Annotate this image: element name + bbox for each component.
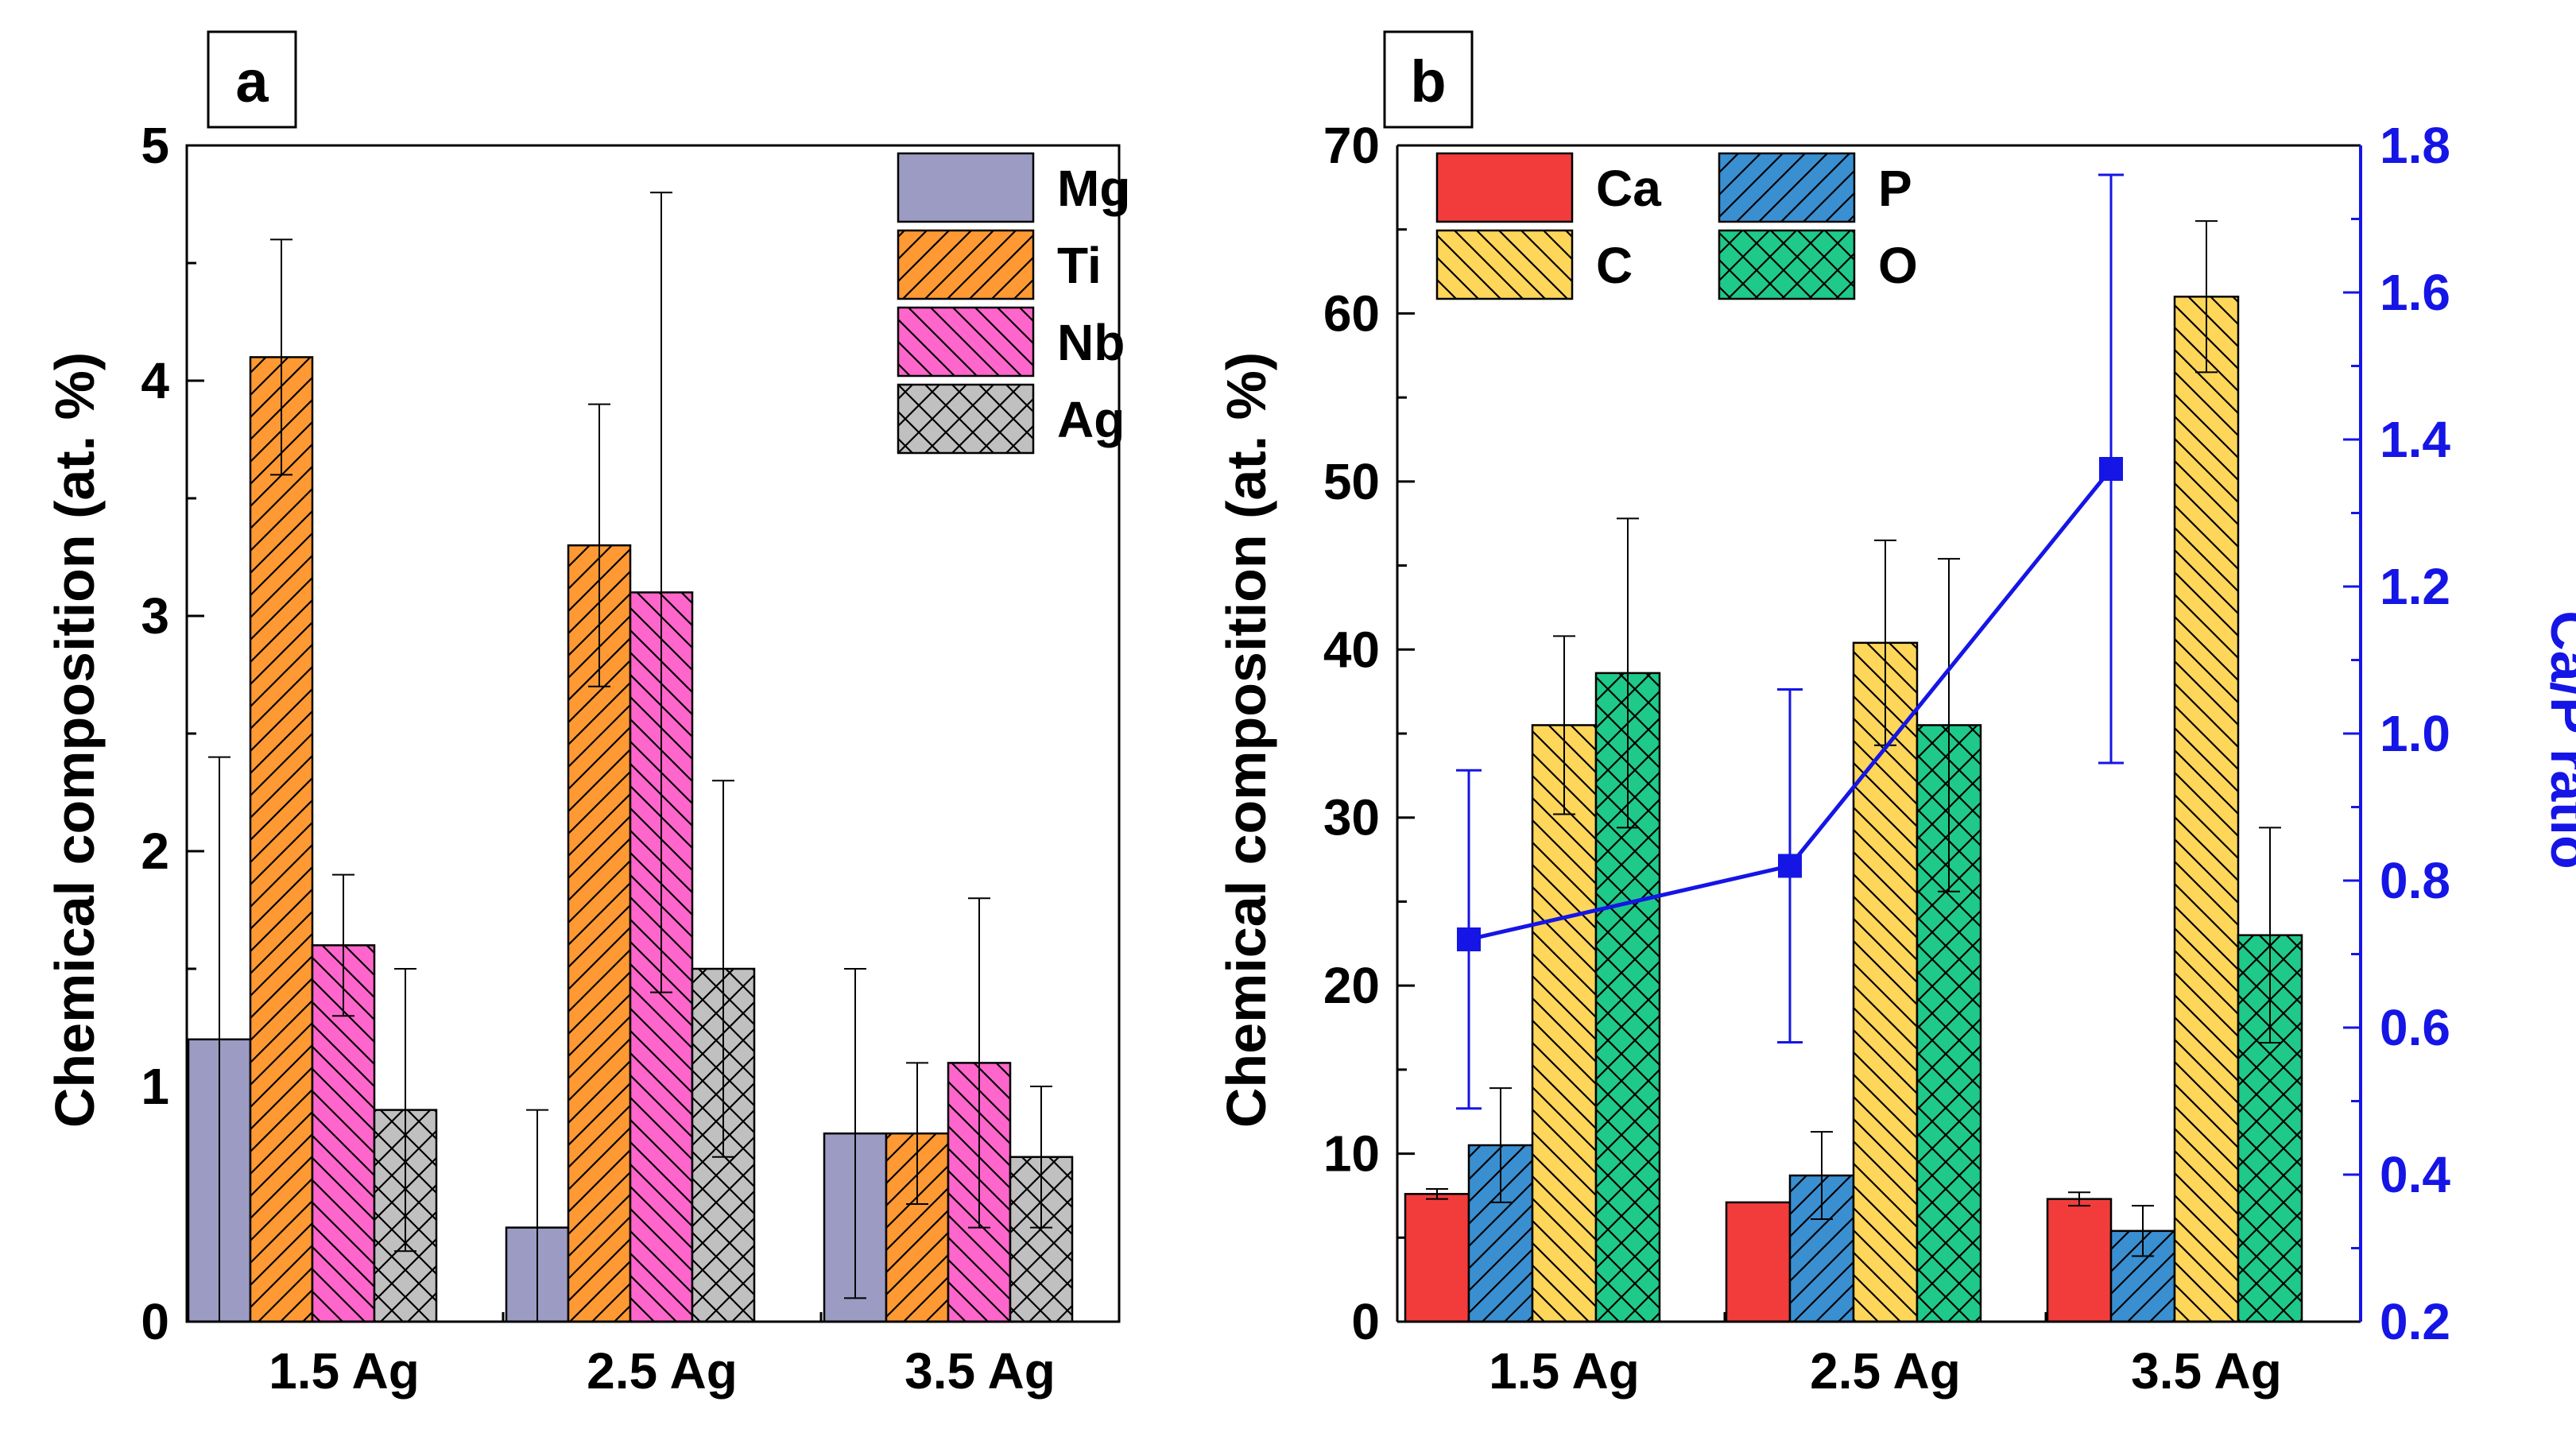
legend-swatch-ag-hatch: [898, 385, 1033, 453]
legend-label-p: P: [1878, 160, 1912, 217]
y2-tick-label-0-6: 0.6: [2380, 999, 2450, 1056]
legend-swatch-p-hatch: [1719, 153, 1854, 222]
y-tick-label-70: 70: [1323, 117, 1380, 174]
y2-tick-label-1-6: 1.6: [2380, 264, 2450, 321]
bar-c-3-5-ag-hatch: [2175, 296, 2238, 1322]
y-tick-label-40: 40: [1323, 621, 1380, 678]
panel-a-bars: [187, 192, 1074, 1323]
panel-a-tag-box: [207, 30, 297, 129]
bar-c-2-5-ag-hatch: [1854, 642, 1917, 1322]
legend-label-nb: Nb: [1057, 314, 1125, 371]
panel-b-x-ticks: 1.5 Ag 2.5 Ag 3.5 Ag: [1489, 1304, 2282, 1400]
legend-swatch-ca: [1435, 152, 1574, 223]
y-tick-label-2: 2: [141, 823, 169, 880]
y2-tick-label-0-2: 0.2: [2380, 1293, 2450, 1350]
ca-p-point-3-5-ag: [2099, 457, 2123, 481]
y2-tick-label-1-0: 1.0: [2380, 705, 2450, 762]
x-tick-label-3-5-ag: 3.5 Ag: [905, 1342, 1056, 1400]
panel-b-tag-box: [1383, 30, 1474, 129]
panel-b-tag: b: [1410, 48, 1446, 114]
legend-label-ag: Ag: [1057, 391, 1125, 448]
y-tick-label-50: 50: [1323, 453, 1380, 510]
panel-a-tag: a: [235, 48, 269, 114]
y2-tick-label-1-8: 1.8: [2380, 117, 2450, 174]
y2-tick-label-1-4: 1.4: [2380, 411, 2450, 468]
y-tick-label-10: 10: [1323, 1125, 1380, 1183]
ca-p-point-2-5-ag: [1778, 854, 1802, 878]
y-tick-label-5: 5: [141, 117, 169, 174]
panel-a-x-ticks: 1.5 Ag 2.5 Ag 3.5 Ag: [269, 1304, 1056, 1400]
panel-b-legend: Ca P C O: [1435, 152, 1918, 300]
bar-c-1-5-ag-hatch: [1532, 725, 1596, 1322]
bar-ti-1-5-ag-hatch: [250, 357, 312, 1322]
legend-label-ti: Ti: [1057, 237, 1102, 294]
bar-ca-3-5-ag: [2046, 1198, 2113, 1323]
y-tick-label-4: 4: [141, 352, 169, 409]
panel-b-y2-axis-title: Ca/P ratio: [2539, 610, 2576, 869]
y-tick-label-1: 1: [141, 1058, 169, 1115]
legend-swatch-nb-hatch: [898, 308, 1033, 376]
x-tick-label-1-5-ag: 1.5 Ag: [1489, 1342, 1640, 1400]
y-tick-label-3: 3: [141, 587, 169, 645]
panel-b-y-ticks: 0 10 20 30 40 50 60 70: [1323, 117, 1415, 1350]
panel-a: a Chemical composition (at. %) 0 1 2 3 4 5 1.…: [44, 30, 1130, 1400]
panel-b: b Chemical composition (at. %) Ca/P rati…: [1215, 30, 2576, 1400]
panel-b-y2-ticks: 0.2 0.4 0.6 0.8 1.0 1.2 1.4 1.6 1.8: [2343, 117, 2450, 1350]
legend-swatch-ti-hatch: [898, 230, 1033, 299]
panel-b-y-axis-title: Chemical composition (at. %): [1215, 352, 1277, 1128]
legend-label-mg: Mg: [1057, 160, 1130, 217]
legend-label-ca: Ca: [1596, 160, 1661, 217]
y-tick-label-0: 0: [141, 1293, 169, 1350]
y-tick-label-20: 20: [1323, 957, 1380, 1014]
panel-b-ca-p-ratio-line: [1456, 173, 2124, 1110]
panel-b-bars: [1404, 220, 2303, 1323]
panel-a-y-axis-title: Chemical composition (at. %): [44, 352, 106, 1128]
y2-tick-label-0-4: 0.4: [2380, 1146, 2450, 1203]
panel-a-y-ticks: 0 1 2 3 4 5: [141, 117, 204, 1350]
legend-swatch-o-hatch: [1719, 230, 1854, 299]
panel-a-plot-frame: [185, 144, 1121, 1323]
panel-a-legend: Mg Ti Nb Ag: [897, 152, 1130, 455]
legend-label-o: O: [1878, 237, 1918, 294]
legend-swatch-mg: [897, 152, 1035, 223]
x-tick-label-1-5-ag: 1.5 Ag: [269, 1342, 420, 1400]
y2-tick-label-1-2: 1.2: [2380, 558, 2450, 615]
x-tick-label-2-5-ag: 2.5 Ag: [587, 1342, 738, 1400]
y-tick-label-60: 60: [1323, 285, 1380, 342]
y-tick-label-0: 0: [1351, 1293, 1380, 1350]
bar-ca-2-5-ag: [1725, 1201, 1792, 1323]
legend-swatch-c-hatch: [1437, 230, 1572, 299]
legend-label-c: C: [1596, 237, 1633, 294]
x-tick-label-2-5-ag: 2.5 Ag: [1810, 1342, 1961, 1400]
ca-p-point-1-5-ag: [1457, 927, 1481, 951]
y-tick-label-30: 30: [1323, 789, 1380, 846]
bar-ca-1-5-ag: [1404, 1193, 1470, 1323]
x-tick-label-3-5-ag: 3.5 Ag: [2131, 1342, 2282, 1400]
y2-tick-label-0-8: 0.8: [2380, 852, 2450, 909]
